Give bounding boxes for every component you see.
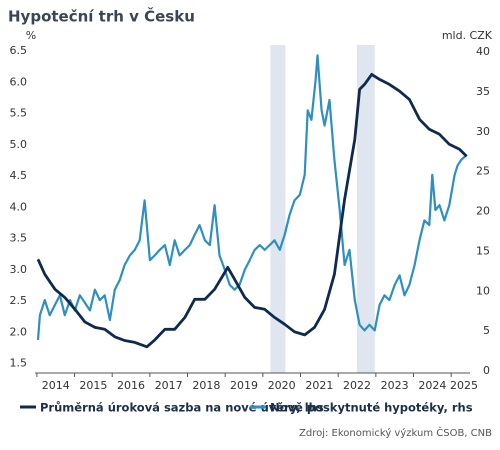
legend-label: Nově poskytnuté hypotéky, rhs (270, 401, 473, 415)
y-tick-label: 3.5 (10, 232, 28, 245)
y-tick-label: 6.5 (10, 44, 28, 57)
y2-tick-label: 5 (483, 324, 490, 337)
x-tick-label: 2019 (230, 379, 258, 392)
y-tick-label: 4.5 (10, 169, 28, 182)
y-tick-label: 4.0 (10, 200, 28, 213)
chart-title: Hypoteční trh v Česku (8, 7, 195, 26)
y2-tick-label: 10 (476, 284, 490, 297)
x-tick-label: 2018 (192, 379, 220, 392)
shaded-period (357, 45, 375, 373)
x-tick-label: 2025 (450, 379, 478, 392)
y-tick-label: 6.0 (10, 75, 28, 88)
data-line (36, 54, 468, 340)
y-axis-label: % (26, 29, 36, 42)
y2-tick-label: 15 (476, 244, 490, 257)
x-tick-label: 2017 (155, 379, 183, 392)
x-tick-label: 2022 (343, 379, 371, 392)
y2-tick-label: 0 (483, 364, 490, 377)
x-tick-label: 2023 (381, 379, 409, 392)
y2-tick-label: 35 (476, 85, 490, 98)
y2-tick-label: 25 (476, 165, 490, 178)
y2-axis-label: mld. CZK (442, 29, 493, 42)
x-tick-label: 2024 (418, 379, 446, 392)
x-tick-label: 2014 (42, 379, 70, 392)
x-tick-label: 2020 (268, 379, 296, 392)
y2-tick-label: 30 (476, 125, 490, 138)
y-tick-label: 2.0 (10, 325, 28, 338)
x-tick-label: 2015 (79, 379, 107, 392)
y-tick-label: 3.0 (10, 263, 28, 276)
y-tick-label: 2.5 (10, 294, 28, 307)
y-tick-label: 5.5 (10, 107, 28, 120)
y-tick-label: 1.5 (10, 357, 28, 370)
y2-tick-label: 40 (476, 45, 490, 58)
legend-label: Průměrná úroková sazba na nové úvěry, lh… (40, 401, 324, 415)
source-note: Zdroj: Ekonomický výzkum ČSOB, CNB (299, 426, 492, 439)
x-tick-label: 2021 (305, 379, 333, 392)
y-tick-label: 5.0 (10, 138, 28, 151)
x-tick-label: 2016 (117, 379, 145, 392)
data-line (36, 73, 468, 349)
shaded-period (270, 45, 286, 373)
y2-tick-label: 20 (476, 205, 490, 218)
